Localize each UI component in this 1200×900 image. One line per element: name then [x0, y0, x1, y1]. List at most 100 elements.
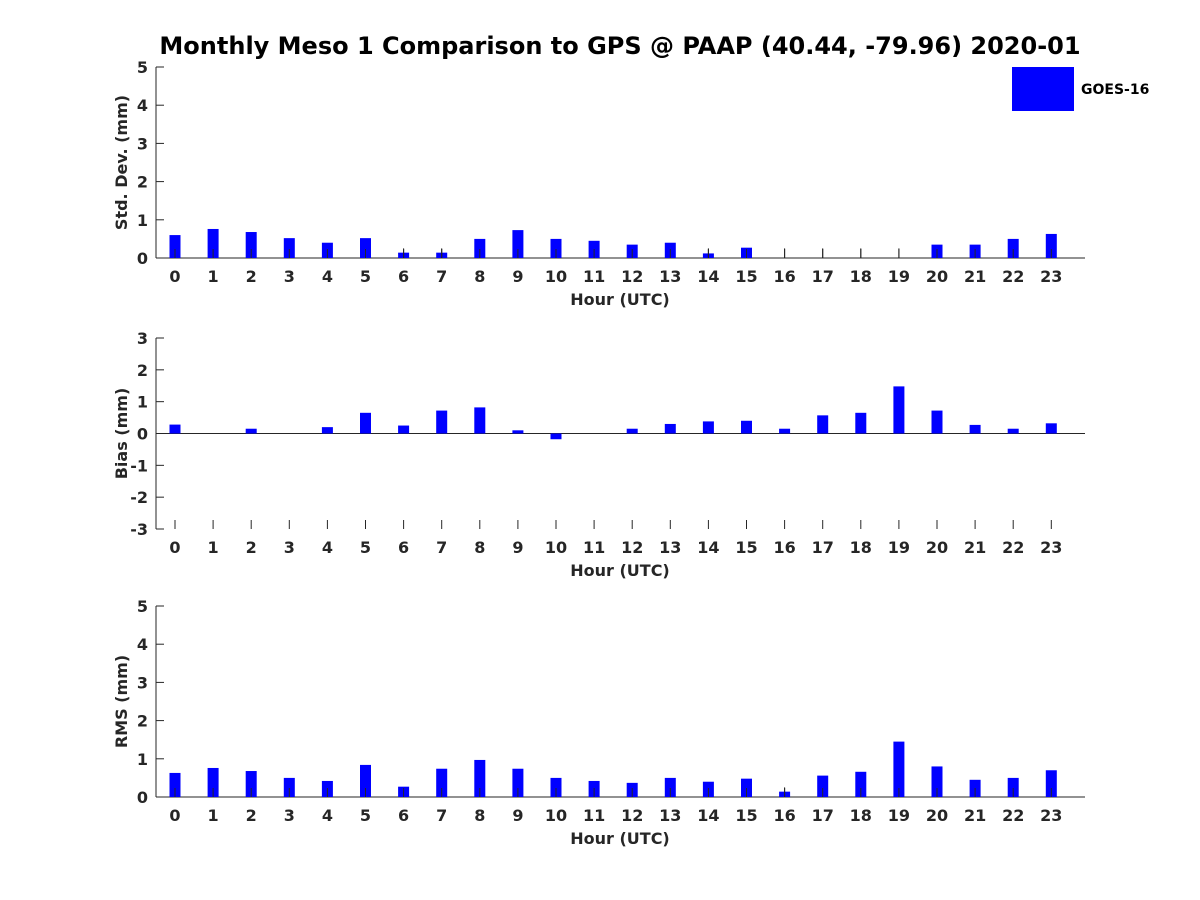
rms-bar-15: [741, 778, 752, 797]
rms-x-tick-label: 4: [322, 806, 333, 825]
stddev-x-tick-label: 22: [1002, 267, 1024, 286]
rms-x-tick-label: 1: [208, 806, 219, 825]
bias-bar-22: [1007, 428, 1019, 434]
rms-y-axis-label: RMS (mm): [112, 655, 131, 748]
rms-x-tick-label: 5: [360, 806, 371, 825]
stddev-bar-1: [207, 228, 219, 258]
stddev-x-tick-label: 4: [322, 267, 333, 286]
bias-bar-8: [474, 407, 486, 434]
stddev-x-tick-label: 10: [545, 267, 567, 286]
bias-bar-16: [779, 428, 791, 434]
bias-y-tick-label: -1: [130, 456, 148, 475]
bias-x-tick-label: 4: [322, 538, 333, 557]
bias-x-tick-label: 8: [474, 538, 485, 557]
bias-x-tick-label: 2: [246, 538, 257, 557]
rms-x-tick-label: 2: [246, 806, 257, 825]
bias-y-tick-label: -3: [130, 520, 148, 539]
rms-bar-13: [664, 777, 676, 797]
rms-bar-3: [283, 777, 295, 797]
rms-x-tick-label: 7: [436, 806, 447, 825]
bias-x-tick-label: 19: [888, 538, 910, 557]
bias-bar-17: [817, 415, 829, 434]
stddev-x-tick-label: 8: [474, 267, 485, 286]
stddev-x-tick-label: 3: [284, 267, 295, 286]
bias-x-tick-label: 14: [697, 538, 719, 557]
stddev-y-tick-label: 1: [137, 211, 148, 230]
rms-bar-5: [360, 764, 371, 797]
stddev-x-tick-label: 16: [773, 267, 795, 286]
stddev-x-tick-label: 14: [697, 267, 719, 286]
bias-bar-12: [626, 428, 638, 434]
rms-x-axis-label: Hour (UTC): [570, 829, 670, 848]
bias-bar-9: [512, 430, 524, 434]
bias-x-tick-label: 12: [621, 538, 643, 557]
rms-x-tick-label: 3: [284, 806, 295, 825]
rms-bar-7: [436, 768, 448, 797]
bias-bar-18: [855, 412, 867, 434]
bias-x-axis-label: Hour (UTC): [570, 561, 670, 580]
rms-bar-8: [474, 759, 486, 797]
bias-x-tick-label: 22: [1002, 538, 1024, 557]
bias-bar-6: [398, 425, 410, 434]
rms-x-tick-label: 22: [1002, 806, 1024, 825]
rms-y-tick-label: 3: [137, 673, 148, 692]
bias-x-tick-label: 5: [360, 538, 371, 557]
rms-x-tick-label: 18: [850, 806, 872, 825]
stddev-x-tick-label: 11: [583, 267, 605, 286]
bias-x-tick-label: 6: [398, 538, 409, 557]
bias-bar-10: [550, 433, 562, 440]
bias-bar-13: [664, 423, 676, 434]
rms-x-tick-label: 14: [697, 806, 719, 825]
rms-x-tick-label: 17: [812, 806, 834, 825]
rms-y-tick-label: 1: [137, 750, 148, 769]
bias-bar-0: [169, 424, 181, 434]
bias-bar-14: [702, 421, 714, 434]
stddev-y-axis-label: Std. Dev. (mm): [112, 95, 131, 230]
rms-bar-2: [245, 771, 257, 797]
stddev-x-tick-label: 2: [246, 267, 257, 286]
stddev-bar-0: [169, 235, 181, 258]
bias-x-tick-label: 10: [545, 538, 567, 557]
rms-x-tick-label: 15: [735, 806, 757, 825]
stddev-x-tick-label: 12: [621, 267, 643, 286]
bias-bar-20: [931, 410, 943, 434]
bias-y-tick-label: 0: [137, 425, 148, 444]
stddev-y-tick-label: 2: [137, 173, 148, 192]
stddev-y-tick-label: 0: [137, 249, 148, 268]
stddev-bar-5: [360, 238, 371, 258]
bias-y-tick-label: 1: [137, 393, 148, 412]
figure-title: Monthly Meso 1 Comparison to GPS @ PAAP …: [159, 32, 1080, 60]
bias-bar-23: [1045, 423, 1057, 434]
rms-bar-20: [931, 766, 943, 797]
bias-bar-15: [741, 420, 752, 434]
bias-x-tick-label: 11: [583, 538, 605, 557]
rms-bar-0: [169, 772, 181, 797]
stddev-x-tick-label: 17: [812, 267, 834, 286]
bias-y-tick-label: -2: [130, 488, 148, 507]
legend: GOES-16: [1012, 67, 1149, 111]
bias-y-axis-label: Bias (mm): [112, 388, 131, 480]
stddev-x-tick-label: 18: [850, 267, 872, 286]
rms-bar-1: [207, 767, 219, 797]
stddev-x-tick-label: 7: [436, 267, 447, 286]
rms-x-tick-label: 8: [474, 806, 485, 825]
rms-y-tick-label: 2: [137, 712, 148, 731]
stddev-bar-8: [474, 238, 486, 258]
rms-x-tick-label: 13: [659, 806, 681, 825]
bias-y-tick-label: 3: [137, 329, 148, 348]
rms-x-tick-label: 10: [545, 806, 567, 825]
stddev-bar-2: [245, 232, 257, 258]
bias-x-tick-label: 3: [284, 538, 295, 557]
rms-y-tick-label: 4: [137, 635, 148, 654]
stddev-x-tick-label: 19: [888, 267, 910, 286]
rms-x-tick-label: 23: [1040, 806, 1062, 825]
legend-label: GOES-16: [1081, 82, 1149, 98]
rms-x-tick-label: 12: [621, 806, 643, 825]
bias-x-tick-label: 7: [436, 538, 447, 557]
stddev-x-tick-label: 0: [169, 267, 180, 286]
bias-bar-4: [321, 427, 333, 434]
rms-x-tick-label: 21: [964, 806, 986, 825]
